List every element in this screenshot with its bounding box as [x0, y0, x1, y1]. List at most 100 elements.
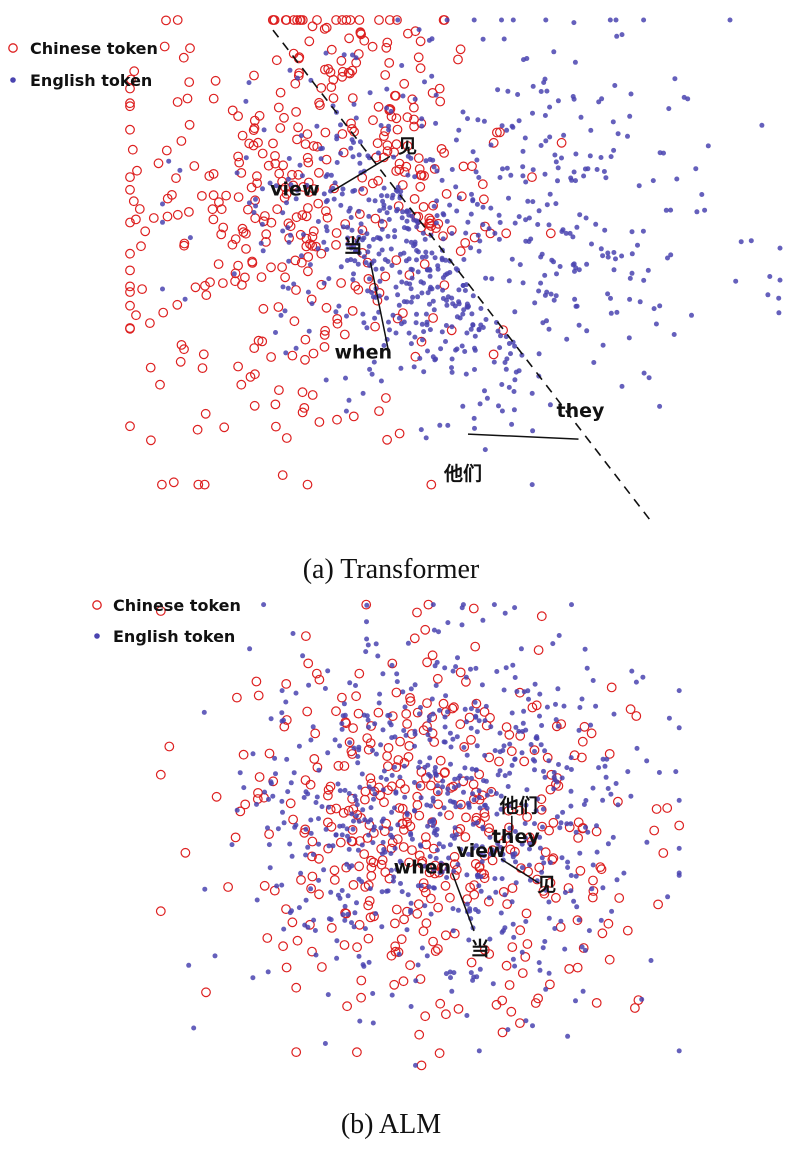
english-token-point — [400, 209, 406, 215]
english-token-point — [583, 215, 589, 221]
english-token-point — [177, 167, 183, 173]
english-token-point — [265, 825, 270, 831]
word-label-b: view — [456, 840, 505, 862]
legend-b-chinese-marker — [92, 600, 102, 610]
english-token-point — [349, 920, 354, 926]
english-token-point — [564, 336, 570, 342]
english-token-point — [343, 375, 348, 381]
chinese-token-point — [171, 173, 181, 184]
english-token-point — [346, 791, 352, 796]
english-token-point — [488, 142, 494, 148]
legend-b: Chinese token English token — [92, 596, 241, 646]
english-token-point — [427, 854, 433, 859]
chinese-token-point — [253, 335, 264, 346]
english-token-point — [315, 219, 321, 224]
english-token-point — [506, 278, 512, 284]
english-token-point — [393, 284, 399, 290]
chinese-token-point — [307, 240, 318, 251]
chinese-token-point — [155, 606, 166, 616]
chinese-token-point — [130, 214, 141, 225]
english-token-point — [301, 232, 306, 237]
english-token-point — [556, 633, 562, 638]
english-token-point — [421, 369, 427, 375]
english-token-point — [441, 212, 447, 218]
english-token-point — [385, 888, 391, 894]
english-token-point — [572, 59, 578, 65]
english-token-point — [334, 938, 340, 944]
english-token-point — [496, 212, 502, 218]
chinese-token-point — [240, 228, 251, 239]
english-token-point — [280, 210, 286, 216]
chinese-token-point — [271, 421, 281, 432]
chinese-token-point — [412, 607, 422, 618]
english-token-point — [405, 153, 411, 159]
chinese-token-point — [347, 306, 358, 316]
english-token-point — [387, 720, 393, 726]
english-token-point — [499, 382, 505, 387]
english-token-point — [408, 909, 414, 915]
chinese-token-point — [622, 925, 633, 936]
chinese-token-point — [432, 673, 443, 684]
english-token-point — [373, 751, 379, 757]
chinese-token-point — [429, 163, 440, 174]
english-token-point — [422, 79, 427, 85]
english-token-point — [477, 401, 483, 407]
english-token-point — [419, 116, 425, 122]
english-token-point — [426, 772, 431, 777]
english-token-point — [431, 885, 437, 891]
english-token-point — [748, 238, 754, 244]
legend-b-english-marker — [94, 633, 100, 639]
english-token-point — [528, 236, 534, 242]
english-token-point — [259, 221, 265, 227]
english-token-point — [497, 730, 503, 736]
english-token-point — [351, 271, 356, 277]
english-token-point — [454, 208, 460, 214]
english-token-point — [512, 963, 518, 969]
english-token-point — [186, 962, 192, 968]
chinese-token-point — [176, 136, 187, 146]
english-token-point — [423, 249, 429, 255]
english-token-point — [275, 826, 281, 832]
english-token-point — [450, 736, 456, 742]
english-token-point — [524, 787, 530, 793]
english-token-point — [425, 823, 431, 829]
chinese-token-point — [322, 212, 333, 223]
english-token-point — [512, 675, 518, 680]
chinese-token-point — [291, 106, 302, 117]
legend-a-english-marker — [10, 77, 16, 83]
english-token-point — [401, 763, 407, 769]
english-token-point — [405, 172, 411, 178]
english-token-point — [537, 691, 543, 697]
chinese-token-point — [201, 987, 211, 998]
chinese-token-point — [281, 679, 292, 689]
chinese-token-point — [168, 477, 179, 488]
english-token-point — [456, 783, 461, 788]
chinese-token-point — [439, 768, 450, 778]
word-label-b: when — [394, 856, 452, 878]
english-token-point — [666, 106, 672, 112]
english-token-point — [568, 767, 574, 772]
english-token-point — [330, 843, 336, 849]
chinese-token-point — [189, 161, 200, 171]
chinese-token-point — [254, 110, 265, 121]
english-token-point — [308, 817, 314, 823]
english-token-point — [570, 234, 576, 240]
chinese-token-point — [546, 769, 557, 780]
english-token-point — [502, 610, 508, 616]
chinese-token-point — [323, 784, 334, 795]
english-token-point — [480, 36, 486, 42]
english-token-point — [406, 226, 412, 232]
english-token-point — [474, 157, 480, 163]
english-token-point — [555, 98, 561, 104]
chinese-token-point — [337, 66, 348, 77]
english-token-point — [553, 293, 559, 299]
english-token-point — [409, 213, 415, 219]
english-token-point — [368, 805, 374, 811]
english-token-point — [352, 910, 358, 916]
english-token-point — [395, 184, 401, 190]
english-token-point — [483, 317, 489, 322]
english-token-point — [501, 687, 507, 693]
english-token-point — [440, 236, 446, 242]
english-token-point — [532, 821, 537, 827]
legend-a: Chinese token English token — [8, 39, 158, 90]
